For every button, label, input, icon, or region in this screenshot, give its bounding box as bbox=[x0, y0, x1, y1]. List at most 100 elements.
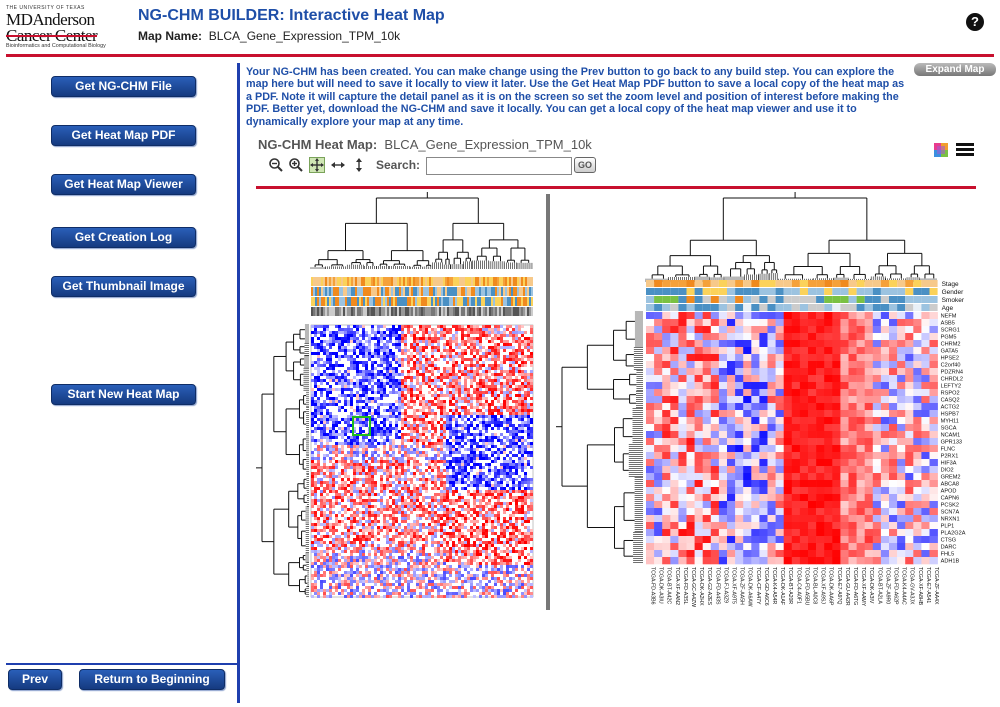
sample-label[interactable]: TCGA-XF-A9T5 bbox=[731, 567, 737, 604]
sample-label[interactable]: TCGA-XF-AAN2 bbox=[674, 567, 680, 605]
gene-label[interactable]: GPR133 bbox=[941, 440, 962, 446]
zoom-in-icon[interactable] bbox=[288, 157, 304, 173]
gene-label[interactable]: DARC bbox=[941, 545, 957, 551]
zoom-out-icon[interactable] bbox=[268, 157, 284, 173]
sample-label[interactable]: TCGA-BT-A20R bbox=[787, 567, 793, 604]
gene-label[interactable]: GREM2 bbox=[941, 475, 961, 481]
sample-label[interactable]: TCGA-GC-A4ZW bbox=[690, 567, 696, 607]
panel-divider-handle[interactable] bbox=[546, 194, 550, 610]
gene-label[interactable]: CASQ2 bbox=[941, 398, 960, 404]
gene-label[interactable]: P2RX1 bbox=[941, 454, 959, 460]
gene-label[interactable]: ABCA8 bbox=[941, 482, 959, 488]
sample-label[interactable]: TCGA-K4-A4AC bbox=[901, 567, 907, 605]
gene-label[interactable]: HIF3A bbox=[941, 461, 957, 467]
sample-label[interactable]: TCGA-E7-A541 bbox=[925, 567, 931, 603]
sample-label[interactable]: TCGA-DK-AA6P bbox=[828, 567, 834, 606]
header-divider bbox=[6, 54, 994, 57]
detail-heatmap-panel[interactable]: StageGenderSmokerAgeNEFMASB5SCRG1PGM5CHR… bbox=[556, 192, 996, 617]
sample-label[interactable]: TCGA-FJ-A3Z9 bbox=[722, 567, 728, 603]
sample-label[interactable]: TCGA-GD-A6C6 bbox=[763, 567, 769, 606]
gene-label[interactable]: HSPB7 bbox=[941, 412, 959, 418]
gene-label[interactable]: PDZRN4 bbox=[941, 370, 963, 376]
sample-label[interactable]: TCGA-ZF-AA4X bbox=[933, 567, 939, 605]
gene-label[interactable]: DIO2 bbox=[941, 468, 954, 474]
get-heat-map-pdf-button[interactable]: Get Heat Map PDF bbox=[51, 125, 196, 146]
sample-label[interactable]: TCGA-GV-A3JX bbox=[909, 567, 915, 605]
search-input[interactable] bbox=[426, 157, 572, 175]
gene-label[interactable]: ADH1B bbox=[941, 559, 960, 565]
hamburger-menu-icon[interactable] bbox=[956, 143, 976, 157]
gene-label[interactable]: GATA5 bbox=[941, 349, 959, 355]
gene-label[interactable]: HPSE2 bbox=[941, 356, 959, 362]
gene-label[interactable]: FHL5 bbox=[941, 552, 955, 558]
selection-box[interactable] bbox=[352, 416, 371, 436]
full-view-icon[interactable] bbox=[309, 157, 325, 173]
gene-label[interactable]: ASB5 bbox=[941, 321, 955, 327]
gene-label[interactable]: CHRDL2 bbox=[941, 377, 963, 383]
gene-label[interactable]: SGCA bbox=[941, 426, 957, 432]
gene-label[interactable]: NEFM bbox=[941, 314, 957, 320]
sample-label[interactable]: TCGA-FD-A3B6 bbox=[650, 567, 656, 605]
gene-label[interactable]: SCRG1 bbox=[941, 328, 960, 334]
sample-label[interactable]: TCGA-E7-A97Q bbox=[836, 567, 842, 604]
get-heat-map-viewer-button[interactable]: Get Heat Map Viewer bbox=[51, 174, 196, 195]
prev-button[interactable]: Prev bbox=[8, 669, 62, 690]
gene-label[interactable]: NRXN1 bbox=[941, 517, 960, 523]
gene-label[interactable]: LEFTY2 bbox=[941, 384, 962, 390]
gene-label[interactable]: PGM5 bbox=[941, 335, 957, 341]
sample-label[interactable]: TCGA-CF-A47Y bbox=[755, 567, 761, 605]
gene-label[interactable]: NCAM1 bbox=[941, 433, 961, 439]
sample-label[interactable]: TCGA-BT-A42C bbox=[666, 567, 672, 604]
sample-label[interactable]: TCGA-BT-A2LA bbox=[876, 567, 882, 604]
horizontal-fit-icon[interactable] bbox=[330, 157, 346, 173]
gene-label[interactable]: C2orf40 bbox=[941, 363, 961, 369]
sample-label[interactable]: TCGA-DK-A2HX bbox=[698, 567, 704, 606]
sample-label[interactable]: TCGA-XF-AAMY bbox=[860, 567, 866, 607]
get-creation-log-button[interactable]: Get Creation Log bbox=[51, 227, 196, 248]
logo-university-text: THE UNIVERSITY OF TEXAS bbox=[6, 5, 85, 11]
sample-label[interactable]: TCGA-G2-A2ES bbox=[706, 567, 712, 606]
map-name-value: BLCA_Gene_Expression_TPM_10k bbox=[208, 29, 401, 43]
color-palette-icon[interactable] bbox=[934, 143, 948, 157]
sample-label[interactable]: TCGA-FD-A43S bbox=[714, 567, 720, 605]
sample-label[interactable]: TCGA-FD-A5BU bbox=[803, 567, 809, 606]
sample-label[interactable]: TCGA-DK-A3IU bbox=[658, 567, 664, 604]
gene-label[interactable]: CAPN6 bbox=[941, 496, 960, 502]
expand-map-button[interactable]: Expand Map bbox=[914, 63, 996, 76]
summary-heatmap-cells[interactable] bbox=[310, 324, 534, 598]
gene-label[interactable]: CHRM2 bbox=[941, 342, 961, 348]
gene-label[interactable]: MYH11 bbox=[941, 419, 959, 425]
sample-label[interactable]: TCGA-C4-A0F1 bbox=[795, 567, 801, 604]
gene-label[interactable]: RSPO2 bbox=[941, 391, 960, 397]
vertical-fit-icon[interactable] bbox=[351, 157, 367, 173]
gene-label[interactable]: CTSG bbox=[941, 538, 957, 544]
sample-label[interactable]: TCGA-BL-A0C8 bbox=[812, 567, 818, 604]
gene-label[interactable]: ACTG2 bbox=[941, 405, 960, 411]
sample-label[interactable]: TCGA-DK-A1AF bbox=[779, 567, 785, 605]
gene-label[interactable]: APOD bbox=[941, 489, 957, 495]
return-to-beginning-button[interactable]: Return to Beginning bbox=[79, 669, 225, 690]
sample-label[interactable]: TCGA-DK-A3IV bbox=[868, 567, 874, 604]
start-new-heat-map-button[interactable]: Start New Heat Map bbox=[51, 384, 196, 405]
sample-label[interactable]: TCGA-K4-A54R bbox=[771, 567, 777, 604]
sample-label[interactable]: TCGA-XF-A8HB bbox=[917, 567, 923, 606]
gene-label[interactable]: PCSK2 bbox=[941, 503, 959, 509]
sample-label[interactable]: TCGA-FD-A3SL bbox=[682, 567, 688, 605]
gene-label[interactable]: PLA2G2A bbox=[941, 531, 966, 537]
gene-label[interactable]: SCN7A bbox=[941, 510, 960, 516]
sample-label[interactable]: TCGA-FD-A62P bbox=[893, 567, 899, 605]
sample-label[interactable]: TCGA-ZF-AA5H bbox=[739, 567, 745, 605]
sample-label[interactable]: TCGA-DK-A6AW bbox=[747, 567, 753, 607]
sample-label[interactable]: TCGA-ZF-A9R0 bbox=[884, 567, 890, 604]
get-ngchm-file-button[interactable]: Get NG-CHM File bbox=[51, 76, 196, 97]
gene-label[interactable]: PLP1 bbox=[941, 524, 955, 530]
sample-label[interactable]: TCGA-FD-A6TG bbox=[852, 567, 858, 605]
get-thumbnail-image-button[interactable]: Get Thumbnail Image bbox=[51, 276, 196, 297]
go-button[interactable]: GO bbox=[574, 157, 596, 173]
sample-label[interactable]: TCGA-GU-A42R bbox=[844, 567, 850, 606]
sample-label[interactable]: TCGA-XF-A9SJ bbox=[820, 567, 826, 604]
detail-heatmap-cells[interactable] bbox=[646, 312, 938, 565]
summary-heatmap-panel[interactable] bbox=[256, 192, 541, 612]
help-icon[interactable]: ? bbox=[966, 13, 984, 31]
gene-label[interactable]: FLNC bbox=[941, 447, 956, 453]
